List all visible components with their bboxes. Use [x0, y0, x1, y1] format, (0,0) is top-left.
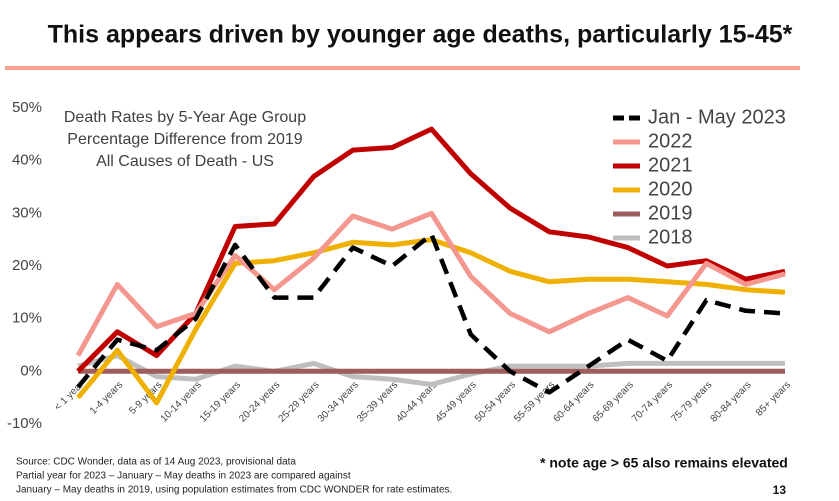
- footnote: Source: CDC Wonder, data as of 14 Aug 20…: [16, 457, 296, 468]
- legend-label: 2020: [648, 178, 693, 200]
- legend-label: Jan - May 2023: [648, 106, 786, 128]
- chart-title: All Causes of Death - US: [96, 153, 274, 170]
- y-tick-label: -10%: [7, 415, 42, 432]
- headline: This appears driven by younger age death…: [48, 21, 793, 49]
- y-tick-label: 50%: [12, 99, 42, 116]
- legend-label: 2019: [648, 202, 693, 224]
- legend-label: 2022: [648, 130, 693, 152]
- chart-title: Percentage Difference from 2019: [67, 131, 303, 148]
- legend-label: 2018: [648, 226, 693, 248]
- y-tick-label: 10%: [12, 310, 42, 327]
- note: * note age > 65 also remains elevated: [540, 455, 788, 471]
- series-line: [76, 232, 786, 395]
- series-line: [75, 210, 786, 357]
- footnote: Partial year for 2023 – January – May de…: [16, 471, 351, 482]
- series-line: [77, 353, 785, 387]
- chart-title: Death Rates by 5-Year Age Group: [64, 109, 306, 126]
- page-number: 13: [773, 483, 787, 497]
- y-tick-label: 40%: [12, 152, 42, 169]
- footnote: January – May deaths in 2019, using popu…: [16, 485, 452, 496]
- y-tick-label: 0%: [20, 362, 42, 379]
- y-tick-label: 20%: [12, 257, 42, 274]
- legend-label: 2021: [648, 154, 693, 176]
- accent-rule: [5, 66, 800, 70]
- y-tick-label: 30%: [12, 204, 42, 221]
